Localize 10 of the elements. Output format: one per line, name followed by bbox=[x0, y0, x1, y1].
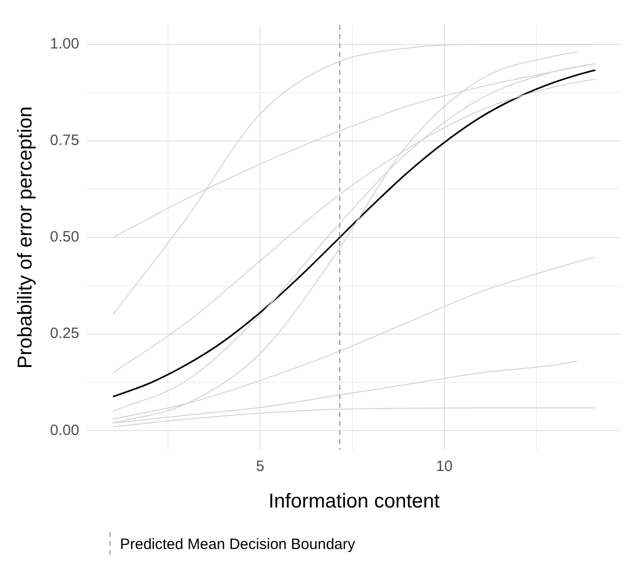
y-tick-label: 0.25 bbox=[50, 325, 80, 342]
y-axis-title: Probability of error perception bbox=[14, 106, 37, 369]
y-tick-label: 0.75 bbox=[50, 132, 80, 150]
y-tick-label: 1.00 bbox=[50, 35, 80, 52]
x-tick-label: 10 bbox=[436, 458, 453, 476]
x-tick-label: 5 bbox=[256, 458, 264, 476]
x-axis-title: Information content bbox=[268, 490, 440, 513]
y-tick-label: 0.00 bbox=[50, 422, 80, 439]
legend-label: Predicted Mean Decision Boundary bbox=[120, 536, 356, 552]
y-tick-label: 0.50 bbox=[50, 228, 80, 246]
